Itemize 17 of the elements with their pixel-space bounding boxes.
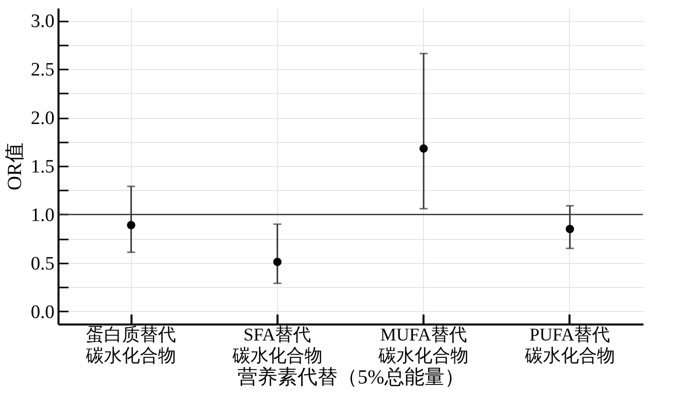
x-axis-title: 营养素代替（5%总能量） bbox=[238, 366, 464, 388]
y-tick-label: 2.0 bbox=[30, 108, 54, 130]
y-tick-label: 0.0 bbox=[30, 302, 54, 323]
point bbox=[566, 224, 574, 234]
y-tick-label: 0.5 bbox=[30, 253, 54, 274]
x-tick-label: MUFA替代碳水化合物 bbox=[378, 324, 469, 366]
y-axis-title: OR值 bbox=[4, 142, 26, 190]
x-tick-label: SFA替代碳水化合物 bbox=[231, 324, 322, 366]
point bbox=[273, 258, 282, 266]
point bbox=[419, 144, 428, 153]
x-tick-label: PUFA替代碳水化合物 bbox=[524, 324, 615, 366]
point bbox=[126, 220, 136, 230]
y-tick-label: 2.5 bbox=[30, 60, 54, 81]
y-tick-label: 1.5 bbox=[30, 156, 54, 178]
y-tick-label: 1.0 bbox=[30, 204, 54, 226]
y-tick-label: 3.0 bbox=[30, 11, 54, 32]
x-tick-label: 蛋白质替代碳水化合物 bbox=[85, 324, 176, 366]
